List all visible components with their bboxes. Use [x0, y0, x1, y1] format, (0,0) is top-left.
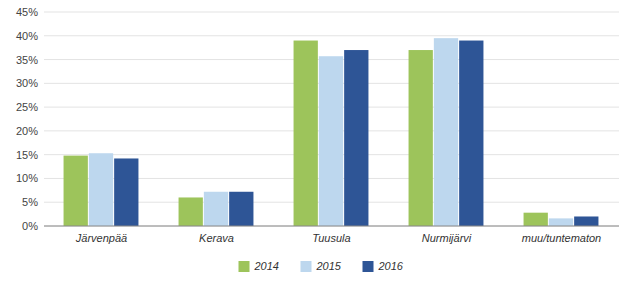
- bar: [229, 192, 253, 226]
- legend: 2014 2015 2016: [239, 260, 404, 272]
- bar: [179, 197, 203, 226]
- y-tick-label: 5%: [22, 196, 38, 208]
- x-tick-label: Järvenpää: [75, 232, 127, 244]
- bar: [434, 38, 458, 226]
- bar: [524, 213, 548, 226]
- x-tick-label: Nurmijärvi: [422, 232, 472, 244]
- y-tick-label: 0%: [22, 220, 38, 232]
- bar: [549, 218, 573, 226]
- bar: [204, 192, 228, 226]
- legend-label: 2016: [378, 260, 404, 272]
- legend-swatch: [301, 261, 312, 272]
- bar: [89, 153, 113, 226]
- y-tick-label: 20%: [16, 125, 38, 137]
- bar: [64, 156, 88, 226]
- x-tick-label: Tuusula: [312, 232, 350, 244]
- y-tick-label: 45%: [16, 6, 38, 18]
- y-tick-label: 25%: [16, 101, 38, 113]
- y-tick-label: 15%: [16, 149, 38, 161]
- x-axis-line: [44, 226, 619, 227]
- bar: [319, 56, 343, 226]
- chart: 0% 5% 10% 15% 20% 25% 30% 35% 40% 45% Järvenpää Ker…: [0, 0, 631, 288]
- grid-line: [44, 226, 619, 227]
- y-tick-label: 30%: [16, 77, 38, 89]
- bar: [574, 216, 598, 226]
- bar: [114, 158, 138, 226]
- grid: [44, 12, 619, 226]
- y-tick-label: 10%: [16, 172, 38, 184]
- bar: [294, 41, 318, 226]
- bar: [409, 50, 433, 226]
- bar: [459, 41, 483, 226]
- x-tick-label: Kerava: [199, 232, 234, 244]
- chart-container: 0% 5% 10% 15% 20% 25% 30% 35% 40% 45% Järvenpää Ker…: [0, 0, 631, 288]
- y-tick-label: 35%: [16, 54, 38, 66]
- grid-line: [44, 12, 619, 13]
- bars: [64, 38, 599, 226]
- legend-swatch: [363, 261, 374, 272]
- legend-label: 2014: [254, 260, 279, 272]
- legend-swatch: [239, 261, 250, 272]
- legend-label: 2015: [316, 260, 342, 272]
- x-tick-label: muu/tuntematon: [522, 232, 602, 244]
- grid-line: [44, 35, 619, 36]
- bar: [344, 50, 368, 226]
- y-tick-label: 40%: [16, 30, 38, 42]
